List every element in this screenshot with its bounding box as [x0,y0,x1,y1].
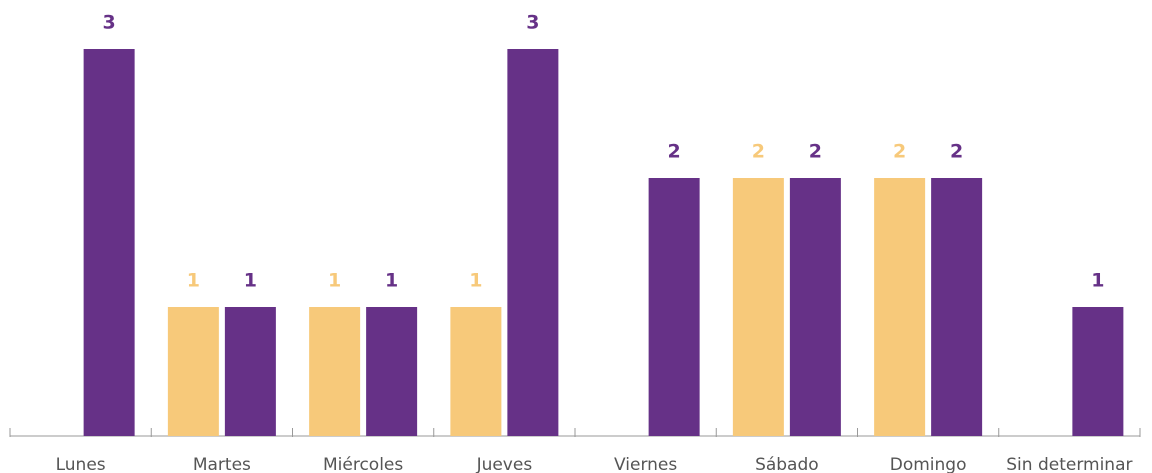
bar [224,307,276,436]
value-label: 2 [893,141,906,163]
bar [789,178,841,436]
x-tick-label: Sin determinar [1006,455,1132,473]
x-tick-label: Lunes [56,455,106,473]
value-label: 2 [950,141,963,163]
x-tick-label: Viernes [614,455,677,473]
value-label: 1 [469,270,482,292]
bar [874,178,926,436]
x-tick-label: Miércoles [323,455,403,473]
value-label: 1 [244,270,257,292]
bar [366,307,418,436]
x-tick-label: Sábado [755,455,819,473]
value-label: 2 [668,141,681,163]
value-label: 1 [1091,270,1104,292]
value-label: 2 [752,141,765,163]
value-label: 2 [809,141,822,163]
bar [167,307,219,436]
bar [648,178,700,436]
x-tick-label: Domingo [890,455,967,473]
bar [83,49,135,436]
bar [1072,307,1124,436]
value-label: 1 [385,270,398,292]
value-label: 3 [526,12,539,34]
bar [732,178,784,436]
bar [931,178,983,436]
bar [507,49,559,436]
x-tick-label: Jueves [476,455,533,473]
value-label: 1 [187,270,200,292]
bar [309,307,361,436]
x-tick-label: Martes [193,455,251,473]
value-label: 3 [103,12,116,34]
bar [450,307,502,436]
value-label: 1 [328,270,341,292]
